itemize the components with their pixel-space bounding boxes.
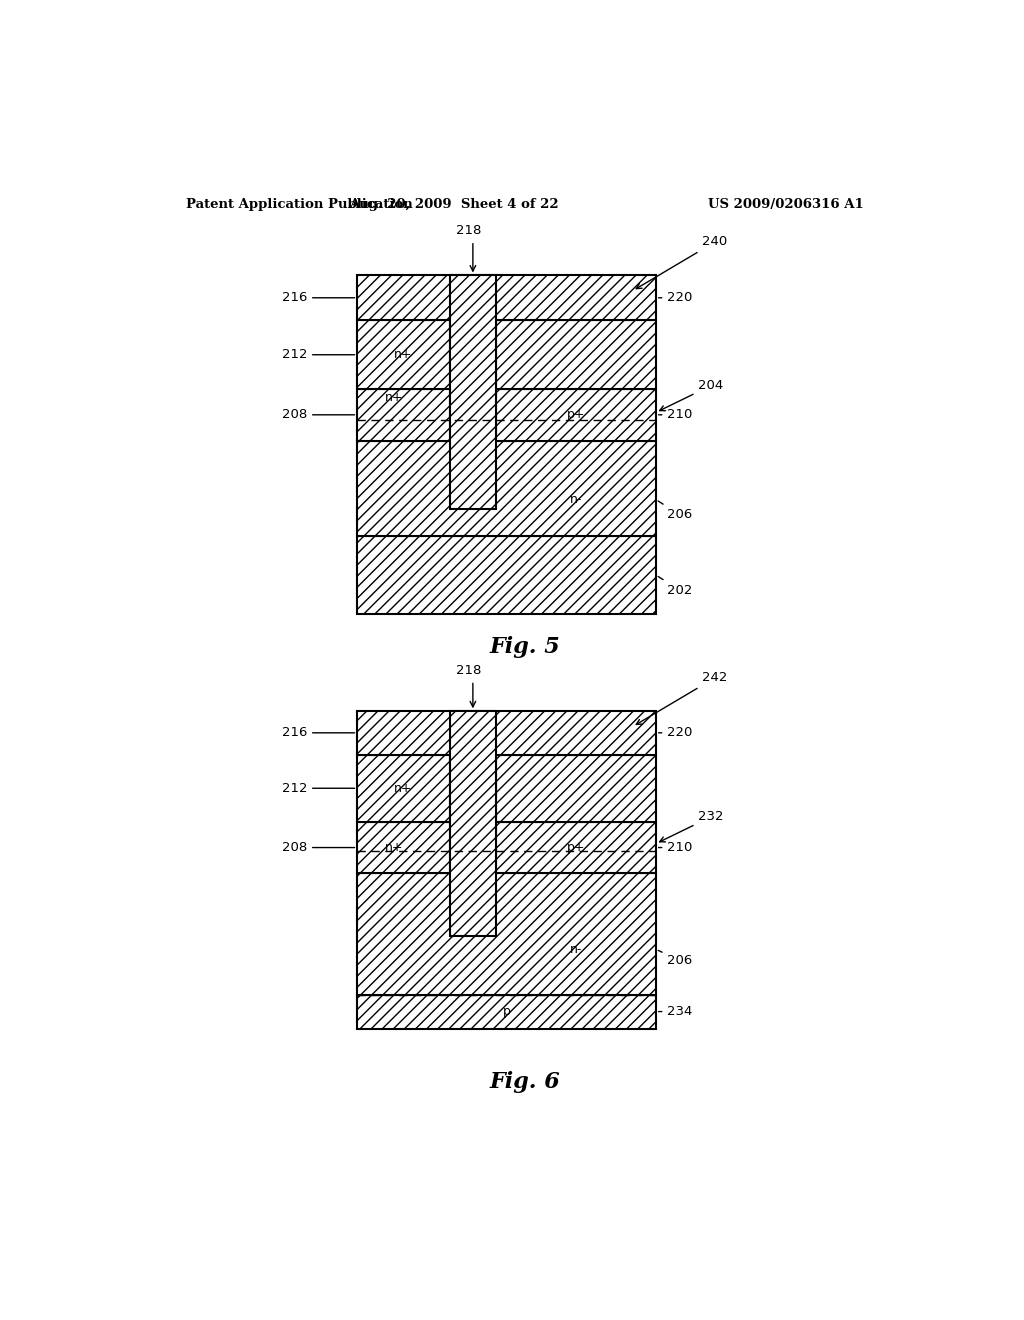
Text: n+: n+	[385, 391, 403, 404]
Bar	[450, 711, 496, 936]
Bar	[357, 441, 655, 536]
Text: 208: 208	[282, 408, 354, 421]
Text: 216: 216	[282, 292, 354, 305]
Text: p+: p+	[566, 841, 585, 854]
Text: US 2009/0206316 A1: US 2009/0206316 A1	[709, 198, 864, 211]
Text: 206: 206	[658, 502, 692, 521]
Text: 210: 210	[658, 841, 693, 854]
Text: n+: n+	[394, 348, 413, 362]
Bar	[357, 536, 655, 614]
Text: p: p	[503, 1005, 511, 1018]
Text: n+: n+	[385, 841, 403, 854]
Text: 218: 218	[457, 664, 481, 677]
Text: p+: p+	[566, 408, 585, 421]
Text: 240: 240	[636, 235, 727, 289]
Text: 212: 212	[282, 348, 354, 362]
Text: 204: 204	[659, 379, 724, 411]
Text: Patent Application Publication: Patent Application Publication	[186, 198, 413, 211]
Text: 212: 212	[282, 781, 354, 795]
Text: 220: 220	[658, 292, 693, 305]
Text: Aug. 20, 2009  Sheet 4 of 22: Aug. 20, 2009 Sheet 4 of 22	[349, 198, 558, 211]
Bar	[357, 873, 655, 995]
Bar	[357, 276, 655, 321]
Text: Fig. 5: Fig. 5	[489, 636, 560, 657]
Text: 206: 206	[658, 950, 692, 968]
Text: 234: 234	[658, 1005, 693, 1018]
Bar	[496, 321, 655, 389]
Text: n-: n-	[569, 942, 582, 956]
Bar	[357, 321, 450, 389]
Text: n+: n+	[394, 781, 413, 795]
Bar	[496, 755, 655, 822]
Bar	[357, 995, 655, 1028]
Text: 210: 210	[658, 408, 693, 421]
Text: 202: 202	[658, 577, 693, 597]
Bar	[450, 276, 496, 508]
Bar	[357, 711, 655, 755]
Bar	[357, 755, 450, 822]
Text: 232: 232	[659, 810, 724, 842]
Bar	[496, 389, 655, 441]
Text: 208: 208	[282, 841, 354, 854]
Bar	[357, 822, 450, 873]
Text: 216: 216	[282, 726, 354, 739]
Text: 242: 242	[636, 672, 728, 725]
Text: Fig. 6: Fig. 6	[489, 1071, 560, 1093]
Text: n-: n-	[569, 492, 582, 506]
Text: 220: 220	[658, 726, 693, 739]
Bar	[496, 822, 655, 873]
Text: 218: 218	[457, 224, 481, 238]
Bar	[357, 389, 450, 441]
